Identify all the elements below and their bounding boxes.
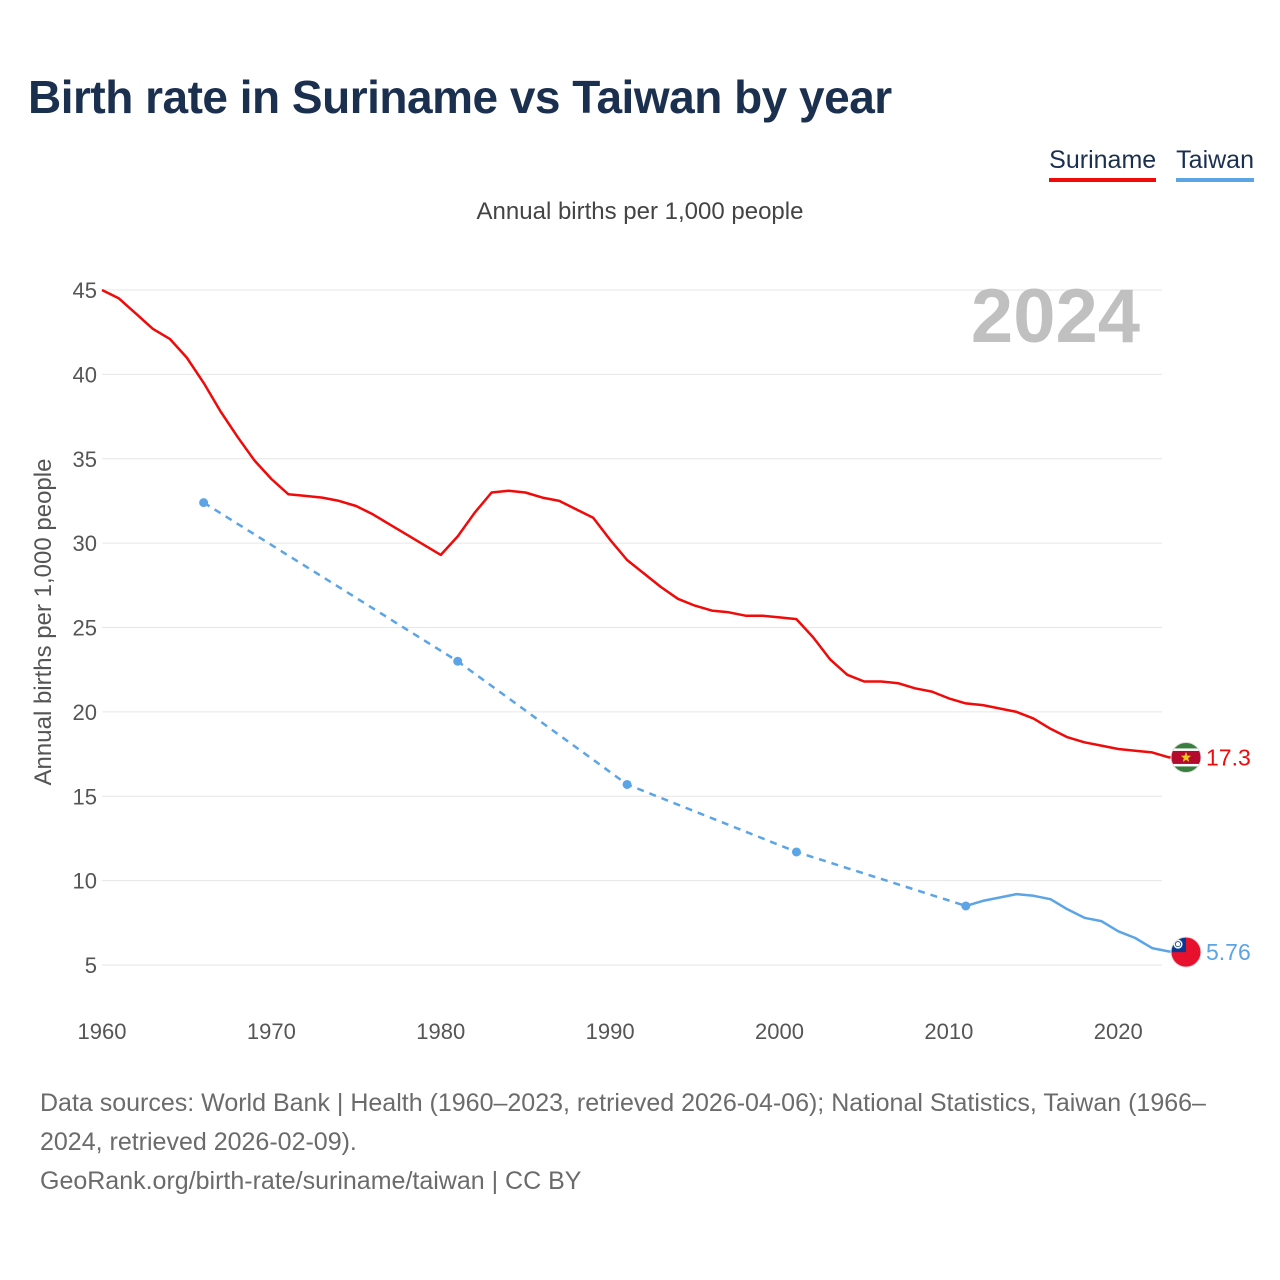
end-labels: 17.3 5.76: [1206, 744, 1251, 965]
credit-link[interactable]: GeoRank.org/birth-rate/suriname/taiwan |…: [40, 1167, 582, 1195]
year-label: 2024: [971, 274, 1140, 359]
chart-subtitle: Annual births per 1,000 people: [476, 198, 804, 225]
x-tick-label: 1960: [78, 1019, 127, 1044]
x-tick-label: 1990: [586, 1019, 635, 1044]
suriname-flag: [1171, 742, 1201, 773]
y-tick-label: 20: [73, 700, 97, 725]
data-sources: Data sources: World Bank | Health (1960–…: [40, 1089, 1206, 1156]
taiwan-data-point: [199, 498, 209, 508]
taiwan-series-line: [965, 892, 1187, 954]
series-group: [101, 288, 1187, 954]
suriname-end-value-label: 17.3: [1206, 744, 1251, 770]
x-axis-ticks: 1960 1970 1980 1990 2000 2010 2020: [78, 1019, 1143, 1044]
y-tick-label: 15: [73, 784, 97, 809]
y-axis-ticks: 5 10 15 20 25 30 35 40 45: [73, 278, 97, 978]
y-axis-label: Annual births per 1,000 people: [30, 459, 57, 786]
x-tick-label: 2000: [755, 1019, 804, 1044]
taiwan-data-point: [453, 656, 463, 666]
taiwan-series-dashed-line: [202, 501, 967, 908]
legend-item-taiwan[interactable]: Taiwan: [1176, 146, 1254, 182]
grid-lines: [102, 289, 1162, 966]
taiwan-data-point: [622, 779, 632, 789]
star-icon: [1180, 751, 1192, 762]
legend-item-suriname[interactable]: Suriname: [1049, 146, 1157, 182]
chart-title: Birth rate in Suriname vs Taiwan by year: [28, 71, 892, 123]
x-tick-label: 2020: [1094, 1019, 1143, 1044]
y-tick-label: 25: [73, 616, 97, 641]
suriname-series-line: [101, 288, 1186, 759]
line-chart: 5 10 15 20 25 30 35 40 45 1960 1970 1980 1990 2000 20…: [30, 274, 1251, 1044]
legend: Suriname Taiwan: [1049, 146, 1254, 182]
x-tick-label: 1980: [416, 1019, 465, 1044]
y-tick-label: 45: [73, 278, 97, 303]
x-tick-label: 1970: [247, 1019, 296, 1044]
y-tick-label: 40: [73, 362, 97, 387]
taiwan-end-value-label: 5.76: [1206, 939, 1251, 965]
y-tick-label: 30: [73, 531, 97, 556]
y-tick-label: 35: [73, 447, 97, 472]
y-tick-label: 10: [73, 869, 97, 894]
flags-group: [1170, 741, 1202, 968]
y-tick-label: 5: [85, 953, 97, 978]
footer: Data sources: World Bank | Health (1960–…: [40, 1084, 1250, 1201]
x-tick-label: 2010: [924, 1019, 973, 1044]
taiwan-data-point: [791, 847, 801, 857]
taiwan-flag: [1171, 937, 1201, 968]
